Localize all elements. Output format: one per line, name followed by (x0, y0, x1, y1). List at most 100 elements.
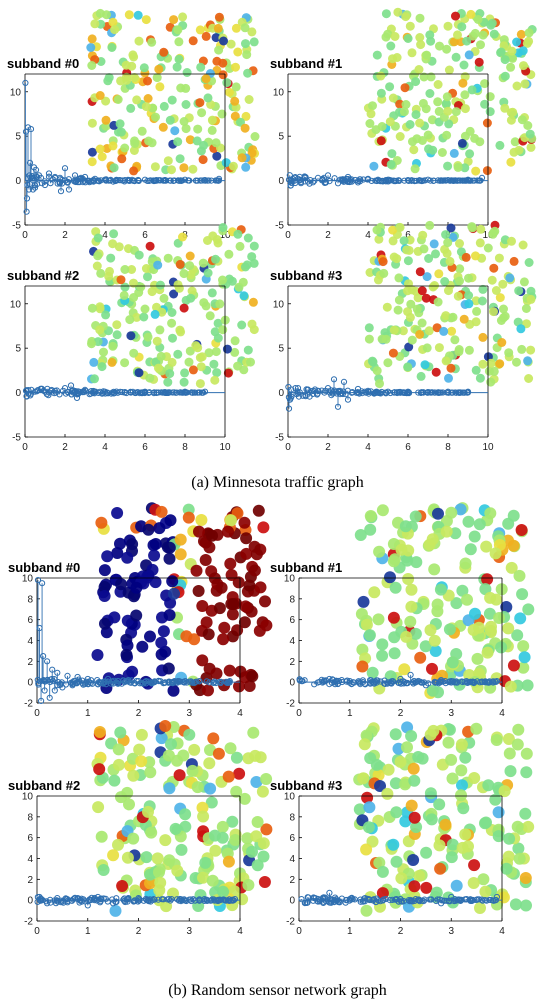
graph-node (247, 252, 257, 262)
graph-node (429, 239, 439, 249)
graph-node (199, 856, 212, 869)
data-point (41, 181, 49, 189)
data-point (330, 376, 338, 383)
y-tick-label: 2 (289, 875, 295, 886)
graph-node (129, 348, 139, 358)
data-point (102, 895, 109, 903)
graph-node (399, 778, 412, 791)
y-tick-label: 5 (278, 132, 284, 143)
graph-node (116, 275, 126, 285)
data-point (364, 176, 371, 183)
y-tick-label: 0 (278, 176, 284, 187)
graph-node (173, 769, 186, 782)
graph-node (134, 36, 144, 46)
graph-node (207, 732, 220, 745)
graph-node (419, 640, 432, 653)
graph-node (389, 728, 402, 741)
data-point (448, 679, 455, 686)
graph-node (163, 253, 173, 263)
graph-node (114, 242, 124, 252)
graph-node (211, 33, 221, 43)
data-point (131, 898, 138, 905)
graph-node (87, 118, 97, 128)
graph-node (522, 38, 532, 48)
data-point (103, 176, 110, 183)
graph-node (248, 564, 261, 577)
data-point (76, 175, 83, 182)
data-point (434, 389, 442, 396)
graph-node (468, 772, 481, 784)
graph-node (121, 551, 134, 564)
data-point (396, 388, 403, 396)
graph-node (169, 15, 179, 25)
graph-node (193, 343, 203, 353)
data-point (467, 896, 474, 903)
data-point (189, 679, 196, 686)
graph-node (155, 325, 165, 335)
graph-node (479, 583, 492, 596)
graph-node (415, 267, 425, 277)
graph-node (158, 122, 168, 132)
graph-node (399, 815, 412, 828)
graph-node (519, 61, 528, 71)
graph-node (385, 117, 395, 127)
graph-node (115, 119, 125, 129)
graph-node (143, 94, 153, 103)
data-point (110, 178, 117, 185)
data-point (88, 388, 95, 395)
graph-node (390, 32, 400, 41)
x-tick-label: 3 (448, 708, 454, 719)
graph-node (495, 641, 508, 654)
data-point (145, 389, 152, 396)
graph-node (126, 538, 139, 551)
graph-node (243, 68, 253, 78)
data-point (343, 897, 350, 904)
data-point (388, 680, 395, 687)
graph-node (109, 229, 119, 239)
x-tick-label: 10 (482, 442, 494, 453)
graph-node (217, 109, 227, 119)
data-point (95, 177, 102, 184)
graph-node (182, 511, 195, 524)
data-point (82, 898, 89, 905)
graph-node (376, 638, 389, 651)
graph-node (410, 821, 423, 833)
graph-node (487, 275, 497, 285)
graph-node (461, 593, 473, 606)
graph-node (229, 834, 242, 846)
data-point (418, 389, 425, 396)
graph-node (518, 240, 528, 250)
y-tick-label: 0 (15, 176, 21, 187)
graph-node (151, 112, 160, 122)
graph-node (87, 34, 97, 44)
graph-node (433, 80, 443, 89)
graph-node (489, 547, 502, 560)
graph-node (110, 25, 120, 35)
graph-node (406, 299, 416, 309)
graph-node (207, 288, 217, 298)
data-point (301, 677, 308, 684)
graph-node (354, 529, 367, 541)
graph-node (376, 71, 386, 81)
graph-node (471, 296, 481, 306)
graph-node (425, 813, 438, 826)
data-point (200, 389, 207, 396)
graph-node (444, 65, 454, 75)
graph-node (502, 850, 515, 863)
graph-node (388, 93, 398, 103)
data-point (301, 900, 308, 907)
data-point (101, 678, 108, 685)
graph-node (142, 805, 154, 818)
graph-node (519, 807, 532, 820)
x-tick-label: 10 (219, 230, 231, 241)
graph-node (249, 241, 259, 251)
graph-node (205, 311, 215, 321)
graph-node (483, 607, 496, 620)
graph-node (167, 308, 177, 317)
y-tick-label: -5 (12, 221, 21, 232)
graph-node (173, 349, 183, 359)
graph-node (412, 134, 422, 144)
graph-node (489, 793, 502, 806)
graph-node (399, 107, 409, 117)
data-point (326, 889, 333, 897)
